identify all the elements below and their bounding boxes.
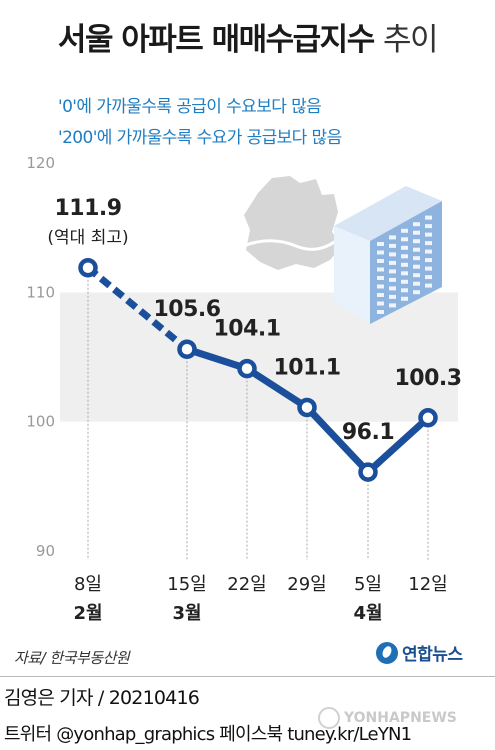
building-window	[413, 230, 420, 235]
building-window	[425, 232, 432, 237]
building-window	[377, 310, 384, 314]
legend-note-high: '200'에 가까울수록 수요가 공급보다 많음	[58, 128, 342, 148]
building-window	[389, 286, 396, 291]
yonhap-logo-icon	[376, 641, 398, 664]
seoul-apartment-illustration	[244, 176, 442, 324]
building-window	[389, 269, 396, 274]
x-month-label: 2월	[73, 603, 102, 624]
building-window	[377, 284, 384, 289]
watermark-text: YONHAPNEWS	[344, 710, 457, 726]
chart-title-main: 서울 아파트 매매수급지수	[57, 22, 375, 58]
y-tick-label: 120	[26, 154, 55, 172]
watermark: YONHAPNEWS	[318, 707, 457, 729]
building-window	[401, 296, 408, 301]
data-point	[237, 358, 257, 379]
building-window	[425, 224, 432, 229]
data-label: 111.9	[54, 196, 121, 221]
building-window	[377, 267, 384, 272]
series-segment	[303, 403, 372, 476]
yonhap-logo-text: 연합뉴스	[402, 645, 463, 665]
x-month-label: 3월	[172, 603, 201, 624]
building-window	[389, 252, 396, 257]
data-point	[297, 397, 317, 418]
x-tick-label: 5일	[354, 574, 382, 595]
footer-divider	[0, 676, 495, 677]
building-window	[377, 250, 384, 255]
building-window	[413, 290, 420, 295]
building-window	[425, 258, 432, 263]
y-tick-label: 110	[26, 283, 55, 301]
building-window	[425, 283, 432, 288]
building-window	[425, 275, 432, 280]
building-window	[413, 239, 420, 244]
building-window	[389, 277, 396, 282]
building-window	[425, 249, 432, 254]
data-label: 104.1	[213, 317, 280, 342]
chart-title-suffix: 추이	[383, 22, 439, 58]
building-window	[389, 303, 396, 308]
building-window	[401, 271, 408, 276]
building-window	[377, 293, 384, 297]
building-window	[377, 242, 384, 246]
building-window	[413, 273, 420, 278]
y-tick-label: 90	[36, 542, 55, 560]
building-window	[389, 235, 396, 240]
building-window	[377, 276, 384, 280]
social-links: 트위터 @yonhap_graphics 페이스북 tuney.kr/LeYN1	[4, 724, 412, 745]
x-tick-label: 15일	[167, 574, 206, 595]
record-high-annotation: (역대 최고)	[47, 228, 128, 248]
building-window	[425, 215, 432, 220]
y-tick-label: 100	[26, 413, 55, 431]
building-window	[425, 266, 432, 271]
chart-title: 서울 아파트 매매수급지수 추이	[0, 14, 495, 59]
grid-band	[60, 421, 458, 551]
x-tick-label: 8일	[74, 574, 102, 595]
building-window	[389, 294, 396, 299]
building-window	[413, 222, 420, 227]
series-segment	[364, 414, 432, 476]
building-window	[413, 264, 420, 269]
building-window	[401, 288, 408, 293]
building-window	[401, 279, 408, 284]
data-label: 105.6	[153, 297, 220, 322]
series-segment	[243, 365, 311, 411]
data-point	[78, 258, 98, 278]
building-window	[413, 256, 420, 261]
series-segment-dashed	[85, 265, 190, 352]
series-segment	[183, 345, 251, 373]
byline: 김영은 기자 / 20210416	[4, 687, 200, 709]
data-source: 자료/ 한국부동산원	[14, 649, 130, 667]
building-window	[401, 245, 408, 250]
building-window	[413, 247, 420, 252]
data-point	[418, 408, 438, 428]
x-tick-label: 22일	[227, 574, 266, 595]
x-month-label: 4월	[353, 603, 382, 624]
building-window	[389, 260, 396, 265]
grid-band	[60, 292, 458, 422]
x-tick-label: 12일	[408, 574, 447, 595]
data-label: 101.1	[273, 355, 340, 380]
legend-note-low: '0'에 가까울수록 공급이 수요보다 많음	[58, 97, 322, 117]
x-tick-label: 29일	[287, 574, 326, 595]
watermark-icon	[318, 707, 340, 729]
building-window	[413, 281, 420, 286]
building-window	[377, 301, 384, 306]
building-window	[425, 241, 432, 246]
building-window	[377, 259, 384, 263]
building-window	[401, 262, 408, 267]
data-point	[177, 339, 197, 359]
yonhap-logo: 연합뉴스	[376, 640, 463, 665]
building-window	[401, 254, 408, 259]
data-label: 100.3	[394, 366, 461, 391]
building-window	[401, 228, 408, 233]
data-point	[358, 462, 378, 482]
data-label: 96.1	[342, 420, 394, 445]
building-window	[401, 237, 408, 242]
building-window	[389, 243, 396, 248]
